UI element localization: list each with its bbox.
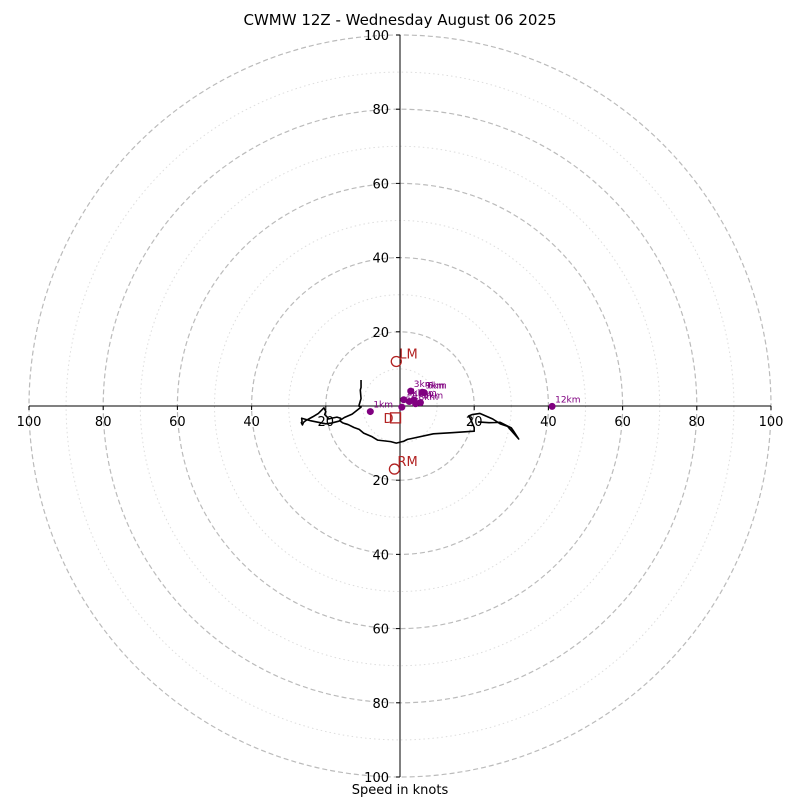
height-marker-label: 3km xyxy=(414,380,434,390)
height-marker-label: 8km xyxy=(419,393,439,403)
x-axis-label: Speed in knots xyxy=(351,783,449,798)
x-tick-label: 100 xyxy=(759,415,784,430)
hodograph-trace xyxy=(300,380,520,444)
y-tick-label: 20 xyxy=(372,474,389,489)
height-marker xyxy=(416,399,424,407)
storm-motion-label: RM xyxy=(397,455,417,470)
height-marker-label: 12km xyxy=(555,395,580,405)
height-marker xyxy=(410,396,418,404)
y-tick-label: 60 xyxy=(372,623,389,638)
y-tick-label: 60 xyxy=(372,177,389,192)
height-marker-label: 6km xyxy=(427,382,447,392)
height-marker xyxy=(400,396,408,404)
x-tick-label: 80 xyxy=(689,415,706,430)
x-tick-label: 40 xyxy=(540,415,557,430)
height-marker-label: 5km xyxy=(423,392,443,402)
height-marker-label: 1km xyxy=(373,401,393,411)
storm-motion-marker xyxy=(388,463,401,475)
chart-title: CWMW 12Z - Wednesday August 06 2025 xyxy=(243,11,557,29)
storm-motion-label: D xyxy=(384,412,394,427)
y-tick-label: 20 xyxy=(372,326,389,341)
y-tick-label: 80 xyxy=(372,697,389,712)
x-tick-label: 40 xyxy=(243,415,260,430)
storm-motion-marker xyxy=(390,355,402,368)
height-marker xyxy=(407,387,415,395)
storm-motion-marker xyxy=(389,412,402,424)
height-marker xyxy=(548,402,556,410)
y-tick-label: 80 xyxy=(372,103,389,118)
height-marker-label: 9km xyxy=(425,381,445,391)
x-tick-label: 60 xyxy=(169,415,186,430)
x-tick-label: 60 xyxy=(614,415,631,430)
height-marker-label: 2km xyxy=(407,389,427,399)
height-marker xyxy=(366,408,374,416)
height-marker xyxy=(398,403,406,411)
y-tick-label: 40 xyxy=(372,548,389,563)
storm-motion-label: LM xyxy=(399,347,417,362)
y-tick-label: 100 xyxy=(364,771,389,786)
y-tick-label: 100 xyxy=(364,29,389,44)
y-tick-label: 40 xyxy=(372,252,389,267)
x-tick-label: 100 xyxy=(17,415,42,430)
height-marker xyxy=(418,388,426,396)
x-tick-label: 80 xyxy=(95,415,112,430)
